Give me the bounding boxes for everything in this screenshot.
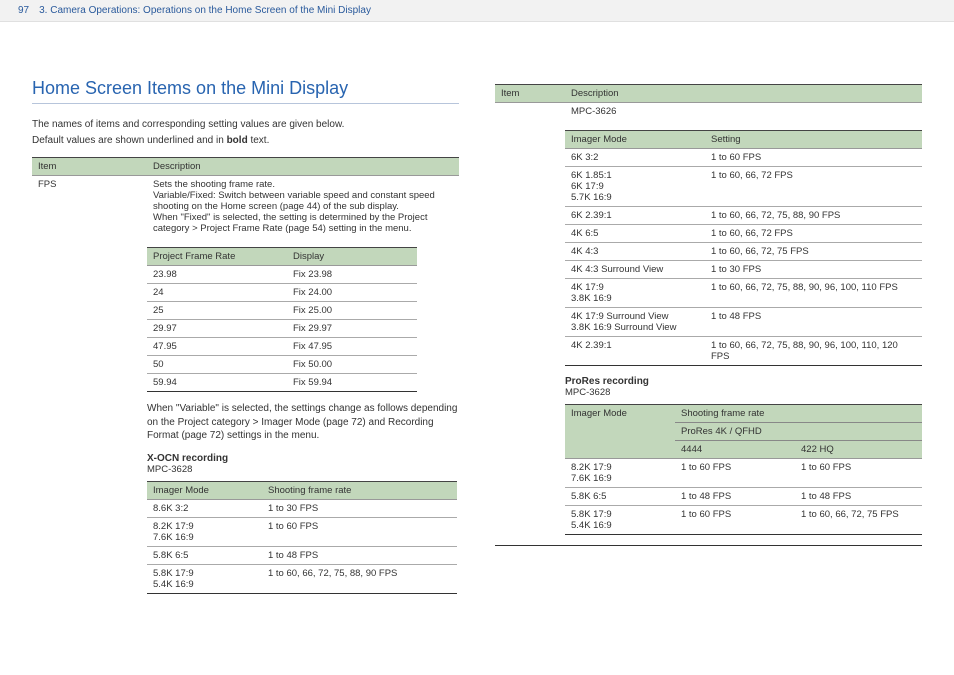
mpc3626-h2: Setting [705,131,922,149]
page-header: 97 3. Camera Operations: Operations on t… [0,0,954,22]
pr-sub2b: 422 HQ [795,441,922,459]
mpc3626-h1: Imager Mode [565,131,705,149]
right-outer-table: Item Description MPC-3626 [495,84,922,120]
xocn-h2: Shooting frame rate [262,481,457,499]
page-number: 97 [18,5,29,16]
prores-heading: ProRes recording [565,376,922,387]
xocn-model: MPC-3628 [147,464,459,475]
pr-sub1: ProRes 4K / QFHD [675,423,922,441]
right-column: Item Description MPC-3626 Imager Mode Se… [495,78,922,604]
pr-h1: Imager Mode [565,405,675,459]
xocn-heading: X-OCN recording [147,453,459,464]
pfr-h1: Project Frame Rate [147,248,287,266]
col-header-item: Item [32,158,147,176]
r-mpc3626-container: Imager Mode Setting 6K 3:21 to 60 FPS 6K… [495,130,922,535]
xocn-table: Imager Mode Shooting frame rate 8.6K 3:2… [147,481,457,594]
section-title: Home Screen Items on the Mini Display [32,78,459,104]
prores-table: Imager Mode Shooting frame rate ProRes 4… [565,404,922,535]
left-column: Home Screen Items on the Mini Display Th… [32,78,459,604]
content-area: Home Screen Items on the Mini Display Th… [0,22,954,624]
r-head-desc: Description [565,85,922,103]
col-header-desc: Description [147,158,459,176]
right-column-end-rule [495,545,922,546]
r-head-item: Item [495,85,565,103]
pfr-table: Project Frame Rate Display 23.98Fix 23.9… [147,247,417,392]
prores-model: MPC-3628 [565,387,922,398]
pr-sub2a: 4444 [675,441,795,459]
pr-h2: Shooting frame rate [675,405,922,423]
fps-desc: Sets the shooting frame rate. Variable/F… [147,176,459,238]
pfr-table-container: Project Frame Rate Display 23.98Fix 23.9… [32,247,459,594]
intro-line-1: The names of items and corresponding set… [32,118,459,132]
pfr-h2: Display [287,248,417,266]
breadcrumb: 3. Camera Operations: Operations on the … [39,5,371,16]
r-model: MPC-3626 [565,103,922,121]
xocn-h1: Imager Mode [147,481,262,499]
fps-outer-table: Item Description FPS Sets the shooting f… [32,157,459,237]
intro-line-2: Default values are shown underlined and … [32,134,459,148]
variable-note: When "Variable" is selected, the setting… [147,402,459,443]
mpc3626-table: Imager Mode Setting 6K 3:21 to 60 FPS 6K… [565,130,922,366]
fps-item-label: FPS [32,176,147,238]
intro-text: The names of items and corresponding set… [32,118,459,147]
